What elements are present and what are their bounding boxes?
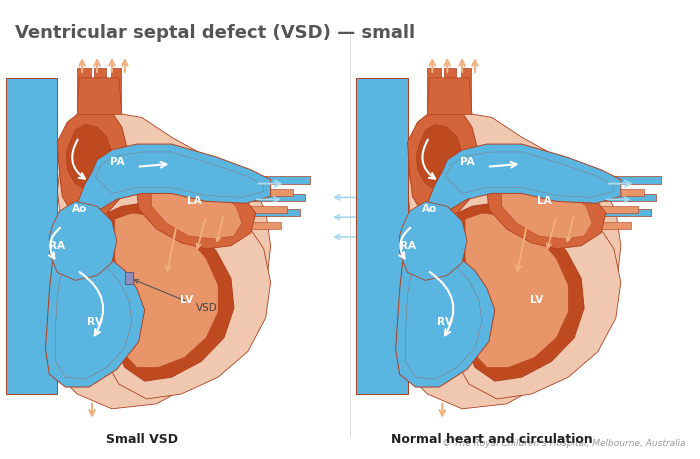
Polygon shape: [487, 174, 606, 249]
Text: Small VSD: Small VSD: [106, 433, 178, 446]
Polygon shape: [444, 68, 456, 112]
Polygon shape: [115, 213, 218, 367]
Text: Ventricular septal defect (VSD) — small: Ventricular septal defect (VSD) — small: [15, 23, 415, 41]
Polygon shape: [400, 112, 621, 409]
Polygon shape: [94, 68, 106, 112]
Polygon shape: [50, 112, 271, 409]
Polygon shape: [241, 206, 288, 213]
Text: LV: LV: [180, 295, 193, 305]
Polygon shape: [428, 78, 472, 114]
Polygon shape: [600, 209, 650, 216]
Polygon shape: [6, 78, 57, 394]
Polygon shape: [428, 68, 441, 112]
Polygon shape: [596, 190, 644, 196]
Polygon shape: [57, 105, 129, 221]
Polygon shape: [416, 124, 462, 190]
Polygon shape: [586, 222, 631, 229]
Text: Ao: Ao: [421, 204, 437, 214]
Text: PA: PA: [110, 157, 124, 167]
Polygon shape: [77, 68, 91, 112]
Polygon shape: [105, 203, 234, 381]
Polygon shape: [445, 152, 614, 197]
Polygon shape: [598, 195, 656, 202]
Polygon shape: [66, 124, 112, 190]
Polygon shape: [102, 193, 271, 399]
Polygon shape: [95, 152, 264, 197]
Polygon shape: [356, 78, 407, 394]
Polygon shape: [250, 209, 300, 216]
Polygon shape: [428, 144, 621, 221]
Text: Normal heart and circulation: Normal heart and circulation: [391, 433, 593, 446]
Text: Ao: Ao: [71, 204, 87, 214]
Polygon shape: [591, 206, 638, 213]
Text: RA: RA: [49, 241, 65, 251]
Text: RA: RA: [400, 241, 416, 251]
Polygon shape: [77, 144, 271, 221]
Polygon shape: [465, 213, 568, 367]
Text: © The Royal Children’s Hospital, Melbourne, Australia: © The Royal Children’s Hospital, Melbour…: [442, 439, 685, 448]
Polygon shape: [246, 190, 293, 196]
Polygon shape: [50, 202, 117, 280]
Polygon shape: [407, 105, 479, 221]
Polygon shape: [55, 261, 132, 379]
Polygon shape: [400, 202, 467, 280]
Polygon shape: [405, 261, 482, 379]
Text: PA: PA: [460, 157, 475, 167]
Text: RV: RV: [438, 317, 453, 327]
Polygon shape: [596, 176, 661, 184]
Polygon shape: [111, 68, 121, 112]
Polygon shape: [502, 184, 592, 239]
Text: LV: LV: [530, 295, 543, 305]
Polygon shape: [248, 195, 305, 202]
Text: RV: RV: [87, 317, 103, 327]
Polygon shape: [395, 251, 495, 387]
Polygon shape: [461, 68, 471, 112]
Polygon shape: [125, 273, 133, 284]
Polygon shape: [452, 193, 621, 399]
Polygon shape: [46, 251, 145, 387]
Polygon shape: [455, 203, 584, 381]
Polygon shape: [236, 222, 281, 229]
Polygon shape: [77, 78, 122, 114]
Text: LA: LA: [537, 196, 552, 207]
Polygon shape: [246, 176, 310, 184]
Polygon shape: [136, 174, 256, 249]
Text: VSD: VSD: [196, 303, 218, 313]
Text: LA: LA: [187, 196, 202, 207]
Polygon shape: [152, 184, 242, 239]
